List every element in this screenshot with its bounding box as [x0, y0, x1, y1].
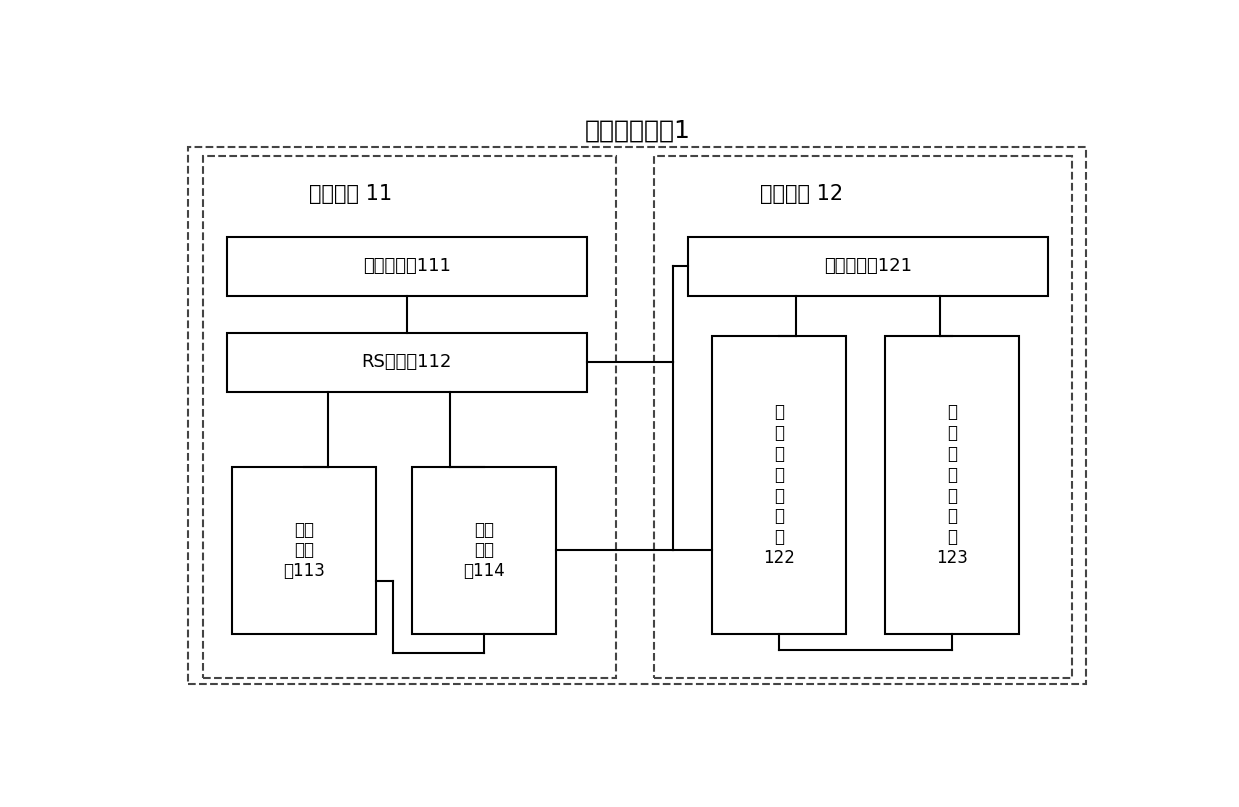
Bar [188, 147, 1087, 684]
Bar [203, 156, 616, 678]
Bar [227, 236, 587, 295]
Text: 第二
延时
器114: 第二 延时 器114 [463, 521, 506, 580]
Text: 第一反相器111: 第一反相器111 [363, 257, 451, 275]
Text: 输入电路 11: 输入电路 11 [309, 184, 392, 204]
Text: 转换电路 12: 转换电路 12 [760, 184, 843, 204]
Text: RS触发器112: RS触发器112 [362, 353, 452, 371]
Bar [227, 333, 587, 392]
Text: 控制子电路121: 控制子电路121 [824, 257, 912, 275]
Bar [712, 336, 846, 634]
Text: 电平转换电路1: 电平转换电路1 [585, 119, 690, 143]
Text: 第
二
输
出
子
电
路
123: 第 二 输 出 子 电 路 123 [935, 404, 968, 567]
Bar [885, 336, 1018, 634]
Text: 第一
延时
器113: 第一 延时 器113 [282, 521, 325, 580]
Bar [232, 466, 375, 634]
Bar [688, 236, 1048, 295]
Bar [654, 156, 1072, 678]
Text: 第
一
输
出
子
电
路
122: 第 一 输 出 子 电 路 122 [763, 404, 795, 567]
Bar [413, 466, 556, 634]
